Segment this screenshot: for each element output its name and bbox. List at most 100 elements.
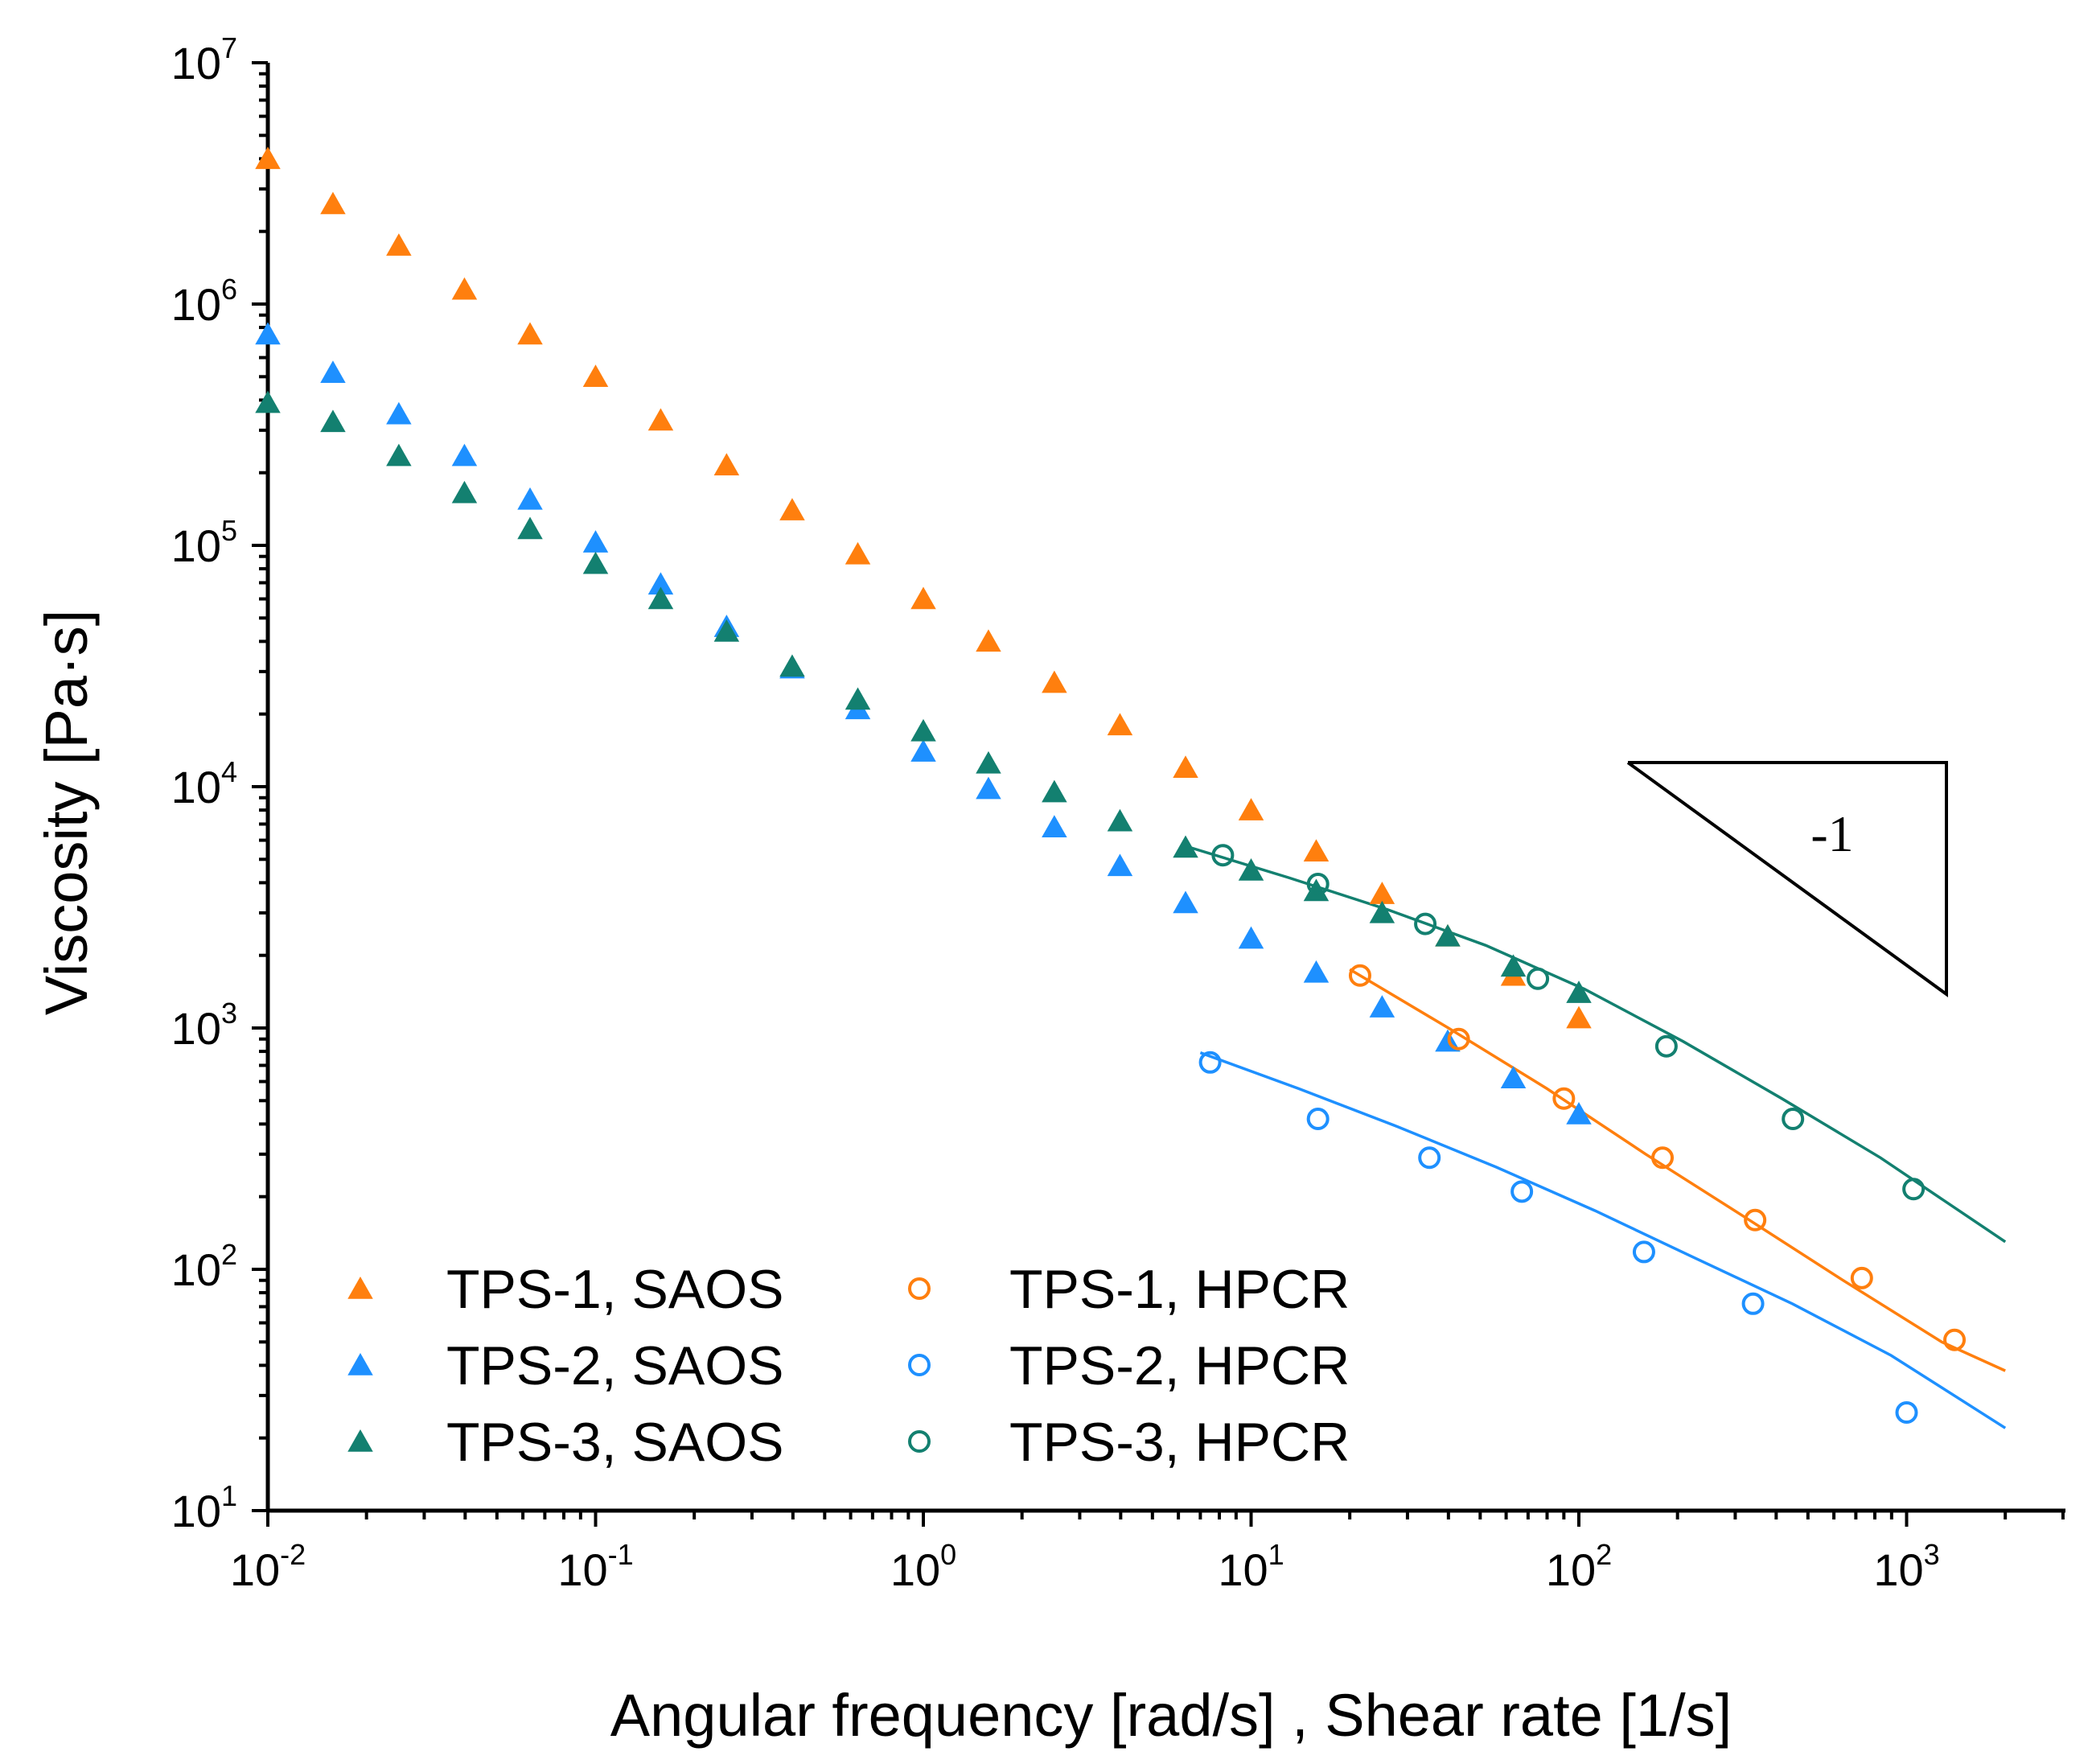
data-point-triangle	[386, 233, 412, 256]
data-point-triangle	[1369, 995, 1395, 1018]
data-point-circle	[1850, 1266, 1873, 1289]
x-tick-label: 10-1	[557, 1538, 633, 1595]
legend-marker-circle	[908, 1430, 931, 1453]
data-point-triangle	[779, 498, 805, 520]
data-point-triangle	[1238, 798, 1264, 820]
legend-label: TPS-1, HPCR	[1009, 1259, 1350, 1320]
data-point-circle	[1306, 1108, 1330, 1131]
data-point-triangle	[320, 360, 346, 383]
data-point-triangle	[451, 443, 478, 467]
data-point-circle	[1902, 1178, 1926, 1201]
data-point-triangle	[647, 586, 674, 610]
data-point-triangle	[647, 408, 674, 431]
y-tick-label: 107	[171, 31, 237, 88]
data-point-triangle	[845, 541, 871, 565]
data-point-circle	[1782, 1108, 1805, 1131]
y-axis-ticks: 101 102 103 104 105 106 107	[171, 31, 268, 1536]
data-point-triangle	[582, 551, 609, 574]
legend-label: TPS-1, SAOS	[446, 1259, 783, 1320]
y-tick-label: 102	[171, 1238, 237, 1295]
data-point-circle	[1418, 1146, 1441, 1170]
data-point-triangle	[910, 718, 936, 742]
slope-triangle-outline	[1626, 761, 1948, 997]
y-tick-label: 103	[171, 997, 237, 1054]
series-group	[1198, 1051, 1918, 1425]
series-group	[1348, 964, 1967, 1351]
data-point-triangle	[386, 401, 412, 425]
legend-label: TPS-3, HPCR	[1009, 1412, 1350, 1473]
data-point-circle	[1447, 1027, 1470, 1051]
y-axis-title: Viscosity [Pa·s]	[33, 610, 100, 1015]
data-point-triangle	[1042, 670, 1067, 693]
legend-marker-circle	[908, 1354, 931, 1376]
x-tick-label: 10-2	[230, 1538, 306, 1595]
data-point-triangle	[1238, 858, 1264, 881]
y-tick-label: 105	[171, 514, 237, 571]
data-point-circle	[1744, 1208, 1767, 1232]
data-point-triangle	[1173, 890, 1198, 914]
data-point-triangle	[255, 390, 281, 413]
data-point-triangle	[976, 629, 1001, 652]
data-point-circle	[1632, 1240, 1655, 1264]
data-point-triangle	[451, 277, 478, 300]
data-point-circle	[1552, 1087, 1576, 1110]
data-point-circle	[1943, 1328, 1967, 1351]
data-point-triangle	[647, 572, 674, 595]
data-point-triangle	[1303, 878, 1330, 902]
data-point-circle	[1895, 1401, 1918, 1425]
legend-item: TPS-3, SAOS	[347, 1412, 783, 1473]
series-group	[255, 390, 1592, 1003]
legend-label: TPS-3, SAOS	[446, 1412, 783, 1473]
data-point-circle	[1527, 967, 1550, 990]
data-point-triangle	[910, 586, 936, 610]
legend-label: TPS-2, SAOS	[446, 1335, 783, 1396]
data-point-triangle	[1369, 882, 1395, 904]
data-point-circle	[1306, 873, 1330, 896]
legend-marker-triangle	[347, 1353, 373, 1375]
data-point-triangle	[255, 322, 281, 345]
data-point-triangle	[713, 453, 740, 476]
data-point-circle	[1510, 1180, 1534, 1203]
x-tick-label: 102	[1546, 1538, 1612, 1595]
fit-line	[1199, 1051, 2007, 1429]
slope-label: -1	[1810, 805, 1853, 862]
x-tick-label: 101	[1218, 1538, 1284, 1595]
data-point-circle	[1198, 1051, 1222, 1074]
data-point-triangle	[713, 619, 740, 642]
data-point-triangle	[582, 364, 609, 388]
data-point-triangle	[517, 516, 543, 540]
data-point-triangle	[976, 750, 1001, 774]
data-point-triangle	[910, 739, 936, 762]
data-point-circle	[1348, 964, 1371, 987]
data-point-circle	[1414, 912, 1437, 935]
legend-item: TPS-3, HPCR	[908, 1412, 1350, 1473]
data-point-triangle	[451, 480, 478, 504]
data-point-triangle	[779, 654, 805, 677]
data-point-triangle	[1566, 1101, 1592, 1125]
legend-marker-circle	[908, 1277, 931, 1300]
data-point-triangle	[976, 776, 1001, 800]
series-group	[1211, 844, 1926, 1201]
legend-marker-triangle	[347, 1429, 373, 1452]
data-point-triangle	[582, 530, 609, 553]
data-point-triangle	[1238, 926, 1264, 949]
series-group	[255, 146, 1592, 1029]
data-point-triangle	[845, 687, 871, 710]
x-tick-label: 103	[1873, 1538, 1939, 1595]
legend: TPS-1, SAOS TPS-2, SAOS TPS-3, SAOS TPS-1, …	[347, 1259, 1350, 1473]
data-point-triangle	[1107, 808, 1133, 832]
data-point-triangle	[1566, 1005, 1592, 1029]
x-axis-ticks: 10-2 10-1 100 101 102 103	[230, 1511, 2065, 1595]
legend-marker-triangle	[347, 1277, 373, 1299]
slope-triangle: -1	[1626, 761, 1948, 997]
data-point-triangle	[255, 146, 281, 170]
data-point-triangle	[1435, 923, 1461, 947]
data-point-triangle	[1566, 981, 1592, 1003]
x-tick-label: 100	[890, 1538, 956, 1595]
data-point-triangle	[320, 409, 346, 433]
y-tick-label: 106	[171, 273, 237, 330]
data-point-circle	[1651, 1146, 1675, 1170]
y-tick-label: 104	[171, 755, 237, 812]
legend-item: TPS-2, HPCR	[908, 1335, 1350, 1396]
data-point-triangle	[1369, 900, 1395, 923]
